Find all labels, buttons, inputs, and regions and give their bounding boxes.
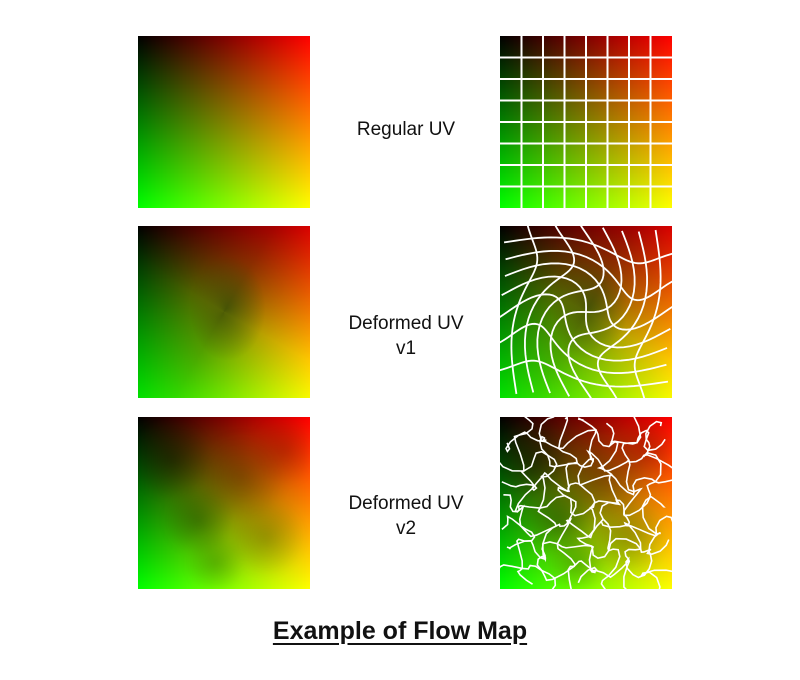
- row-label-line1: Deformed UV: [348, 313, 464, 334]
- swirl-grid-line: [501, 275, 671, 349]
- deformed-uv-v2-gradient: [138, 417, 310, 589]
- regular-uv-gradient: [138, 36, 310, 208]
- swirl-grid-line: [504, 262, 672, 331]
- noise-grid-line: [500, 449, 672, 472]
- row-label-deformed-uv-v1: Deformed UV v1: [316, 311, 496, 361]
- row-label-line2: v2: [395, 518, 417, 539]
- swirl-grid-line: [633, 229, 662, 398]
- figure-caption: Example of Flow Map: [272, 617, 528, 645]
- noise-grid-line: [513, 417, 536, 585]
- noise-grid-line: [500, 556, 672, 582]
- noise-grid-line: [503, 494, 666, 517]
- deformed-uv-v2-grid: [500, 417, 672, 589]
- noise-grid-line: [501, 471, 672, 496]
- deformed-uv-v1-grid: [500, 226, 672, 398]
- row-label-deformed-uv-v2: Deformed UV v2: [316, 491, 496, 541]
- swirl-grid-line: [500, 322, 667, 374]
- noise-grid-line: [576, 417, 598, 584]
- swirl-grid-line: [500, 293, 668, 362]
- noise-grid-line: [506, 537, 670, 561]
- regular-uv-grid: [500, 36, 672, 208]
- noise-grid-line: [596, 422, 621, 589]
- swirl-grid-line: [500, 359, 669, 388]
- deformed-uv-v1-gradient: [138, 226, 310, 398]
- noise-grid-line: [505, 429, 666, 453]
- swirl-grid-line: [503, 236, 672, 265]
- row-label-line1: Deformed UV: [348, 493, 464, 514]
- row-label-line1: Regular UV: [356, 119, 456, 140]
- row-label-regular-uv: Regular UV: [316, 117, 496, 142]
- noise-grid-line: [501, 515, 672, 539]
- swirl-grid-line: [510, 226, 539, 395]
- row-label-line2: v1: [395, 338, 417, 359]
- swirl-grid-line: [505, 250, 672, 302]
